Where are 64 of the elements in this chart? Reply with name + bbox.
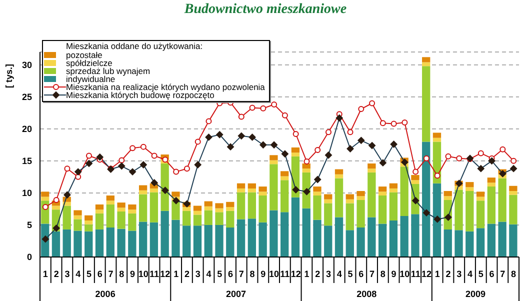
x-tick-label: 3 [64, 269, 70, 279]
x-tick-label: 7 [108, 269, 114, 279]
x-tick-label: 1 [304, 269, 310, 279]
x-tick-label: 5 [86, 269, 92, 279]
x-tick-label: 11 [150, 269, 160, 279]
x-tick-label: 6 [489, 269, 494, 279]
y-tick-label: 5 [26, 220, 32, 230]
x-tick-label: 3 [326, 269, 331, 279]
x-tick-label: 2 [184, 269, 190, 279]
legend-label: Mieszkania na realizacje których wydano pozwolenia [66, 82, 265, 92]
x-tick-label: 1 [42, 269, 48, 279]
x-tick-label: 9 [130, 269, 136, 279]
x-tick-label: 11 [410, 269, 420, 279]
x-tick-label: 8 [119, 269, 124, 279]
x-tick-label: 7 [370, 269, 375, 279]
x-tick-label: 9 [260, 269, 266, 279]
legend-label: spółdzielcze [66, 58, 112, 68]
x-tick-label: 10 [269, 269, 280, 279]
x-tick-label: 9 [391, 269, 396, 279]
x-tick-label: 5 [348, 269, 353, 279]
x-tick-label: 1 [434, 269, 440, 279]
x-tick-label: 1 [174, 269, 179, 279]
y-axis-title: [ tys.] [4, 64, 14, 88]
y-tick-label: 30 [22, 60, 32, 70]
x-tick-label: 2 [446, 269, 451, 279]
y-tick-label: 20 [22, 124, 32, 134]
legend-label: sprzedaż lub wynajem [66, 66, 150, 76]
x-tick-label: 3 [195, 269, 200, 279]
legend-title: Mieszkania oddane do użytkowania: [65, 41, 204, 51]
y-tick-label: 10 [22, 188, 32, 198]
x-tick-label: 7 [238, 269, 244, 279]
y-tick-label: 15 [22, 156, 32, 166]
x-tick-label: 5 [478, 269, 484, 279]
y-tick-label: 25 [22, 92, 32, 102]
x-tick-label: 3 [456, 269, 462, 279]
x-tick-label: 6 [97, 269, 102, 279]
x-tick-label: 5 [217, 269, 222, 279]
x-tick-label: 11 [280, 269, 290, 279]
x-tick-label: 4 [468, 269, 473, 279]
x-tick-label: 8 [250, 269, 255, 279]
x-tick-label: 8 [511, 269, 516, 279]
y-tick-label: 0 [26, 252, 32, 262]
legend-label: Mieszkania których budowę rozpoczęto [66, 90, 214, 100]
x-tick-label: 4 [206, 269, 212, 279]
x-tick-label: 4 [76, 269, 81, 279]
legend-label: indywidualne [66, 74, 116, 84]
text: 2008 [356, 289, 377, 299]
text: 2006 [95, 289, 116, 299]
x-tick-label: 12 [160, 269, 170, 279]
text: 2007 [226, 289, 246, 299]
x-tick-label: 12 [421, 269, 432, 279]
x-tick-label: 10 [138, 269, 148, 279]
x-tick-label: 7 [500, 269, 506, 279]
x-tick-label: 12 [290, 269, 301, 279]
x-tick-label: 2 [54, 269, 59, 279]
x-tick-label: 4 [336, 269, 342, 279]
x-tick-label: 2 [315, 269, 320, 279]
x-tick-label: 6 [228, 269, 234, 279]
text: 2009 [465, 289, 486, 299]
chart-title: Budownictwo mieszkaniowe [183, 2, 348, 18]
x-tick-label: 8 [380, 269, 386, 279]
x-tick-label: 6 [358, 269, 364, 279]
legend-label: pozostałe [66, 50, 102, 60]
x-tick-label: 10 [400, 269, 410, 279]
